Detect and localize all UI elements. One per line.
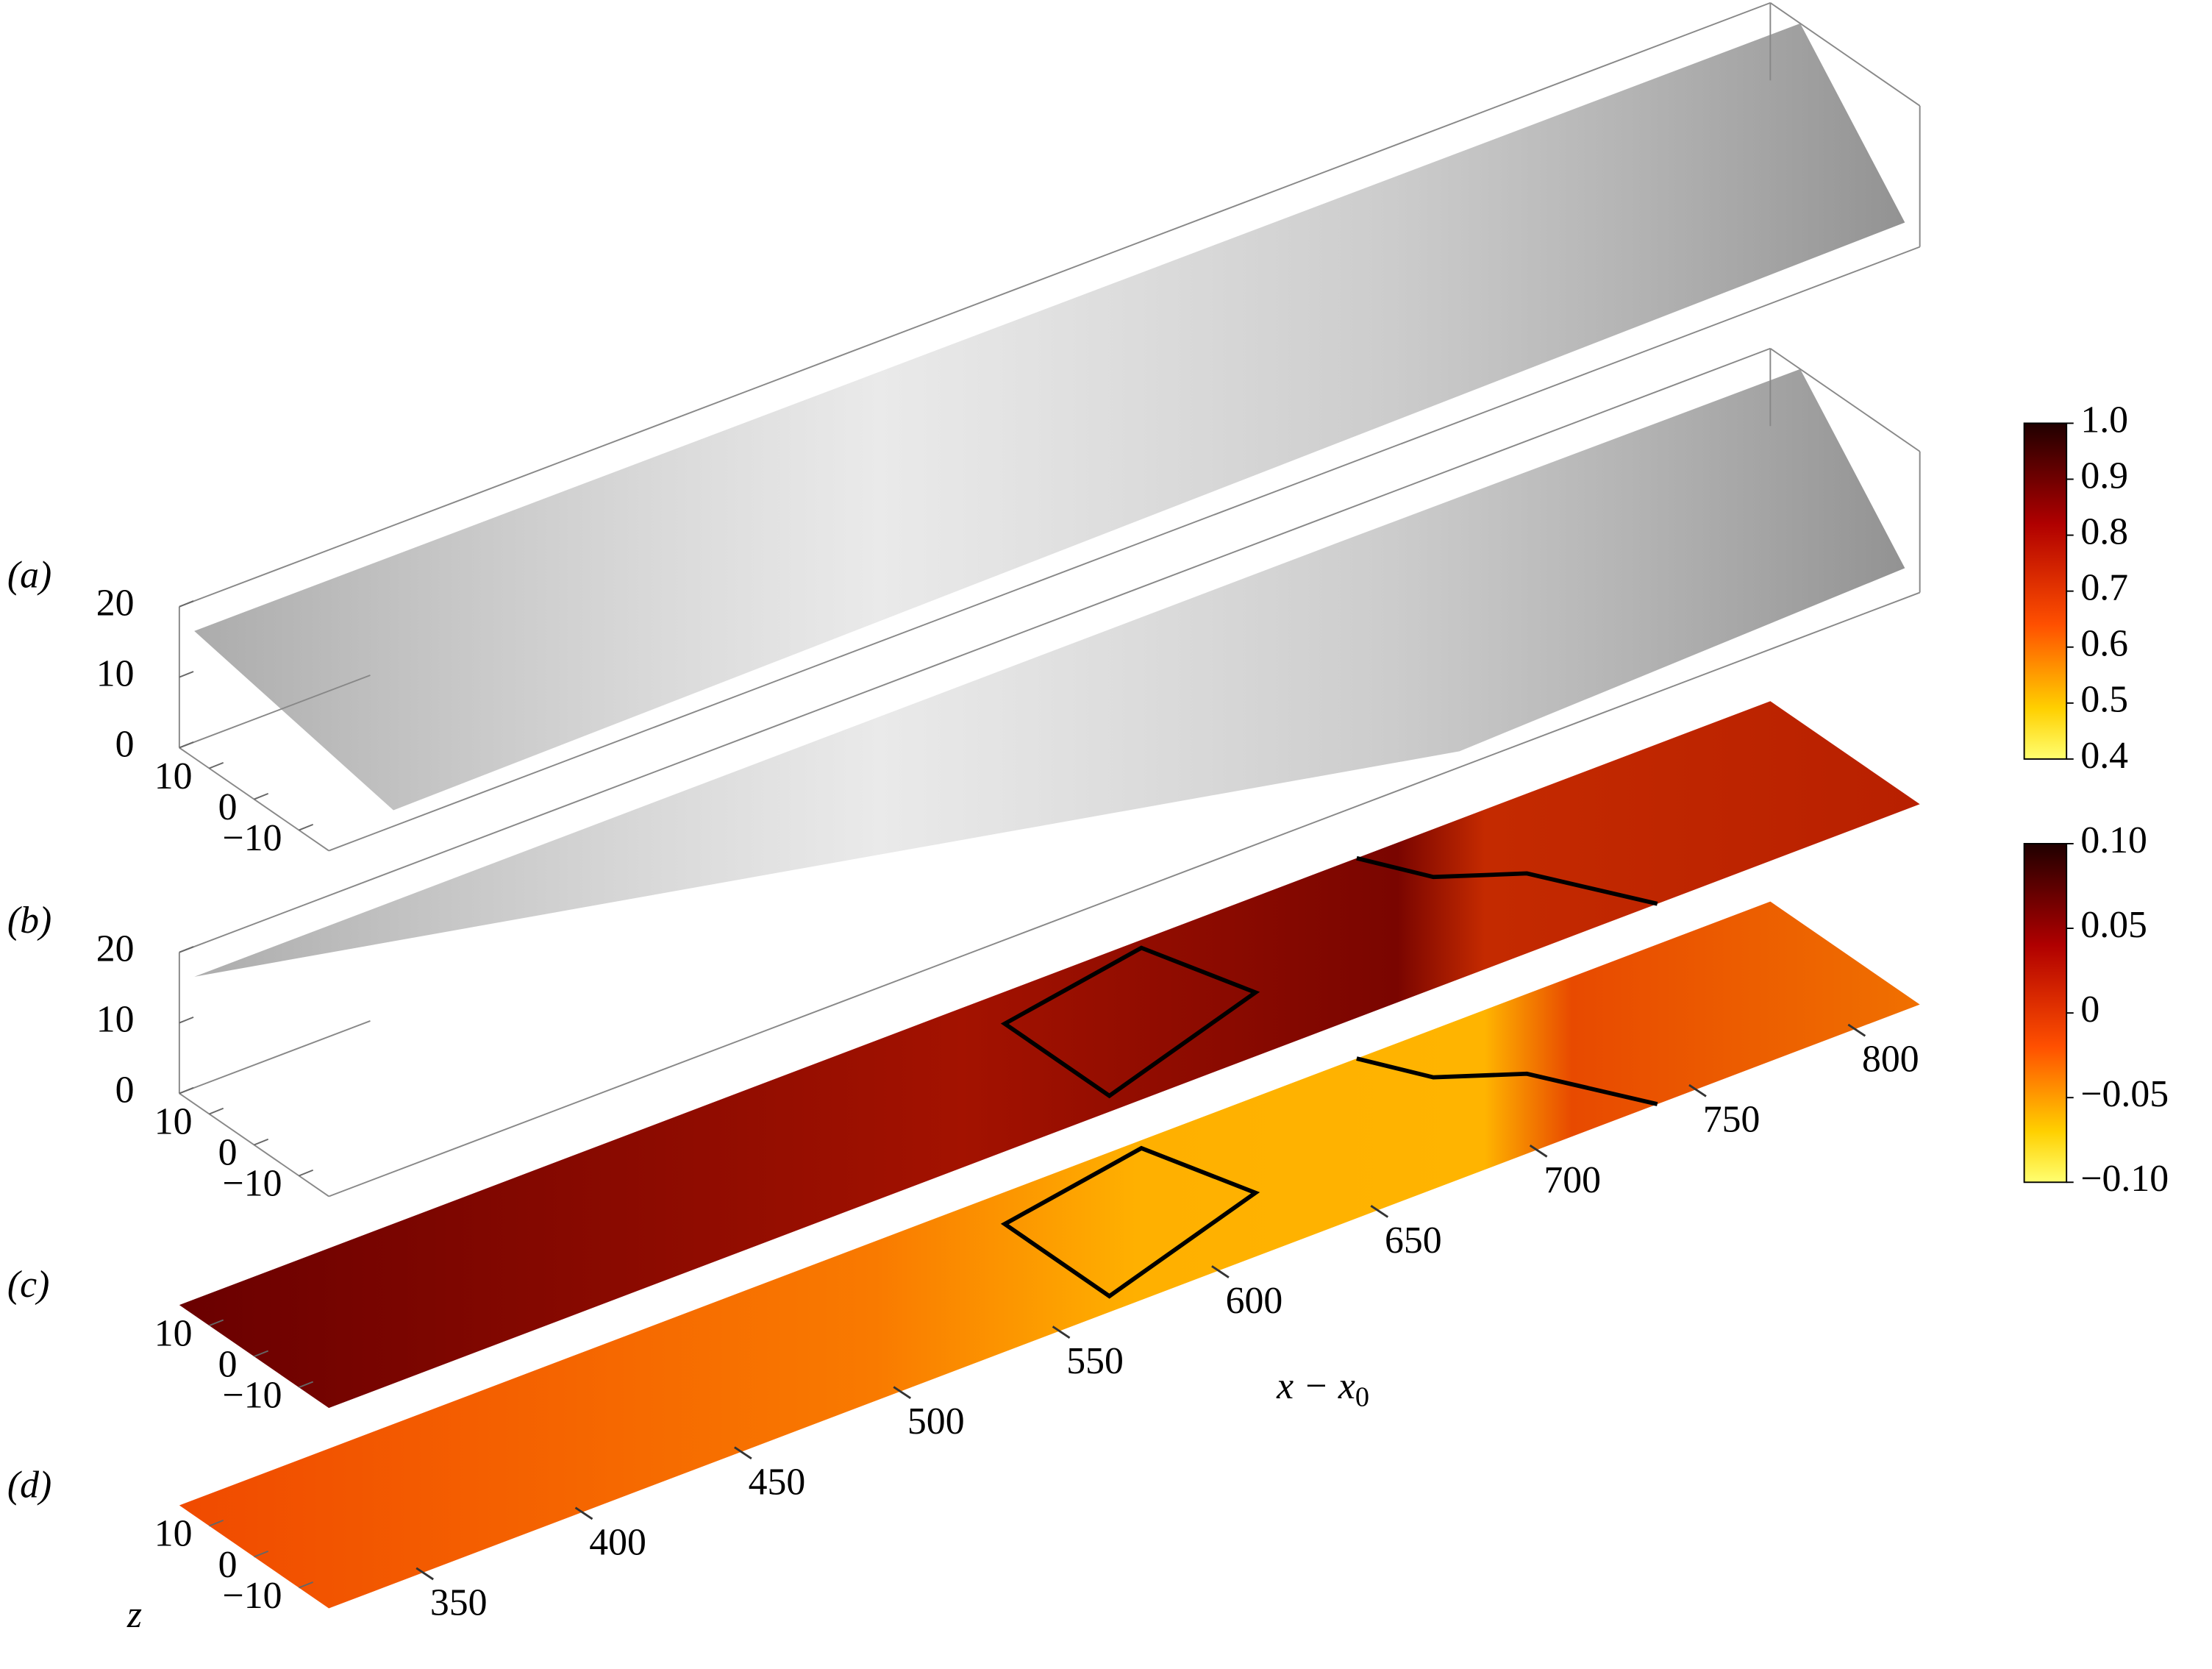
box-edge — [328, 246, 1921, 852]
depth-tick-label: 0 — [218, 1343, 238, 1385]
height-tick-label: 0 — [115, 1069, 135, 1111]
depth-tick-label: 10 — [154, 1513, 193, 1555]
x-tick-label: 550 — [1066, 1340, 1124, 1382]
box-edge — [179, 1, 1771, 608]
height-tick-label: 20 — [96, 583, 135, 624]
panel-label: (a) — [7, 554, 51, 596]
x-axis-label-subscript: 0 — [1355, 1381, 1369, 1412]
tick — [254, 1550, 269, 1558]
depth-tick-label: 0 — [218, 1544, 238, 1586]
tick — [179, 1086, 194, 1095]
panel-label: (b) — [7, 900, 51, 942]
tick — [209, 1319, 224, 1327]
box-edge — [179, 675, 371, 749]
vortex-region — [194, 23, 1905, 811]
tick — [254, 1138, 269, 1146]
box-edge — [179, 1020, 371, 1095]
tick — [299, 1581, 314, 1589]
tick — [179, 946, 194, 953]
panel-label: (d) — [7, 1464, 51, 1506]
tick — [299, 1381, 314, 1389]
colorbar-tick-label: 0.05 — [2080, 904, 2147, 946]
tick — [209, 761, 224, 769]
height-tick-label: 10 — [96, 998, 135, 1040]
turbulent-front-outline — [1356, 1056, 1658, 1106]
tick — [299, 1169, 314, 1177]
colorbar — [2023, 843, 2068, 1184]
tick — [254, 1350, 269, 1358]
x-tick — [574, 1506, 593, 1520]
tick — [179, 600, 194, 608]
depth-tick-label: −10 — [223, 1575, 282, 1617]
height-tick-label: 10 — [96, 653, 135, 695]
depth-tick-label: 10 — [154, 755, 193, 797]
colorbar-tick-label: 0.6 — [2080, 623, 2128, 665]
box-edge — [1769, 2, 1921, 107]
depth-tick-label: −10 — [223, 1163, 282, 1205]
turbulent-spot-outline — [1000, 945, 1260, 1099]
x-tick-label: 400 — [589, 1521, 646, 1563]
depth-tick-label: 0 — [218, 1132, 238, 1174]
depth-tick-label: 10 — [154, 1312, 193, 1354]
x-tick — [1847, 1023, 1866, 1037]
panel-label: (c) — [7, 1264, 49, 1306]
box-edge — [328, 591, 1921, 1198]
x-tick-label: 350 — [430, 1581, 488, 1623]
colorbar-tick-label: 0.10 — [2080, 819, 2147, 861]
x-tick — [1211, 1265, 1230, 1278]
tick — [299, 823, 314, 831]
colorbar-tick-label: 1.0 — [2080, 399, 2128, 441]
x-tick-label: 450 — [749, 1461, 806, 1503]
colorbar-tick-label: 0 — [2080, 989, 2099, 1031]
x-tick — [415, 1567, 434, 1581]
x-tick-label: 750 — [1703, 1099, 1760, 1141]
x-tick-label: 600 — [1226, 1280, 1283, 1322]
depth-tick-label: −10 — [223, 1374, 282, 1416]
x-tick — [1688, 1083, 1707, 1097]
turbulent-spot-outline — [1000, 1145, 1260, 1299]
tick — [209, 1519, 224, 1527]
tick — [179, 1016, 194, 1024]
x-axis-label-main: x − x — [1276, 1365, 1355, 1407]
x-tick-label: 800 — [1862, 1039, 1919, 1081]
height-tick-label: 0 — [115, 723, 135, 765]
colorbar — [2023, 422, 2068, 760]
depth-tick-label: 0 — [218, 786, 238, 828]
height-tick-label: 20 — [96, 928, 135, 970]
x-tick — [1370, 1205, 1389, 1218]
vortex-region — [194, 369, 1905, 977]
depth-tick-label: 10 — [154, 1101, 193, 1143]
colorbar-tick-label: −0.10 — [2080, 1158, 2169, 1200]
tick — [254, 792, 269, 800]
x-tick-label: 650 — [1385, 1220, 1442, 1261]
x-tick — [893, 1386, 912, 1400]
box-edge — [179, 347, 1771, 953]
x-axis-label: x − x0 — [1276, 1365, 1369, 1412]
turbulent-front-outline — [1356, 855, 1658, 906]
colorbar-tick-label: 0.8 — [2080, 510, 2128, 552]
box-edge — [1769, 347, 1921, 452]
depth-axis-label: z — [126, 1594, 142, 1636]
x-tick — [1052, 1325, 1071, 1339]
x-tick-label: 500 — [907, 1401, 965, 1442]
colorbar-tick-label: 0.7 — [2080, 567, 2128, 609]
x-tick — [734, 1446, 752, 1460]
colorbar-tick-label: 0.9 — [2080, 455, 2128, 497]
depth-tick-label: −10 — [223, 817, 282, 859]
tick — [179, 741, 194, 749]
x-tick — [1529, 1144, 1548, 1158]
colorbar-tick-label: 0.5 — [2080, 679, 2128, 721]
colorbar-tick-label: −0.05 — [2080, 1073, 2169, 1115]
figure-layer: (a)20100100−10(b)20100100−10(c)100−10(d)… — [7, 1, 2169, 1636]
colorbar-tick-label: 0.4 — [2080, 735, 2128, 777]
tick — [209, 1107, 224, 1115]
tick — [179, 671, 194, 678]
x-tick-label: 700 — [1544, 1159, 1601, 1201]
